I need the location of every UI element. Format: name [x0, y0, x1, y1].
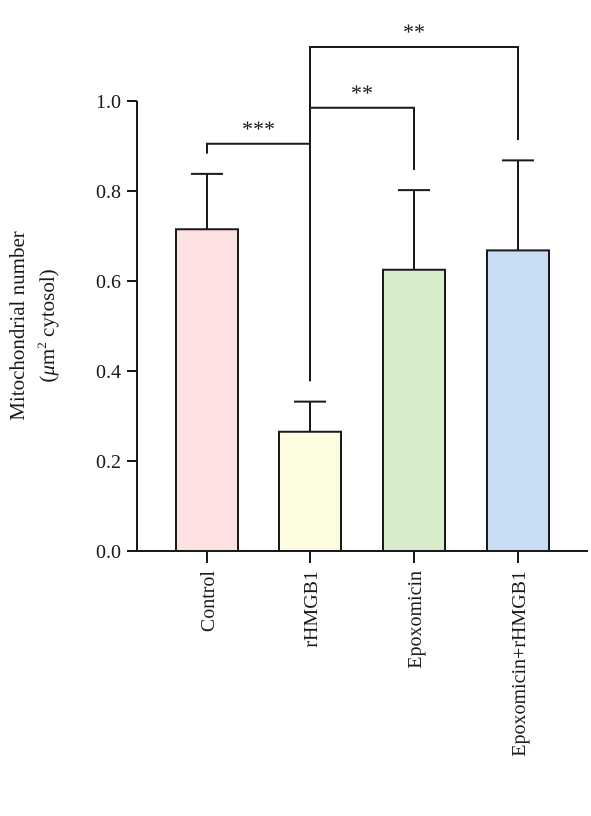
bar-epoxomicin-rhmgb1 — [486, 249, 550, 552]
error-bars-group — [191, 159, 534, 432]
axes-group — [136, 101, 588, 552]
bracket-line — [206, 142, 311, 382]
bracket-line — [309, 46, 519, 141]
y-ticks-group: 0.0 0.2 0.4 0.6 0.8 1.0 — [96, 91, 137, 563]
error-bar-0 — [191, 172, 223, 230]
y-axis-title-line1: Mitochondrial number — [5, 231, 29, 421]
y-axis-title-line2: (μm2 cytosol) — [34, 269, 59, 382]
y-axis-title-rest: cytosol) — [35, 269, 59, 342]
error-bar-2 — [398, 189, 430, 270]
y-tick-label: 0.0 — [96, 541, 121, 563]
y-axis-title-mu: μ — [35, 365, 59, 377]
y-tick-label: 0.4 — [96, 361, 121, 383]
y-axis-title-sup: 2 — [34, 342, 49, 349]
significance-bracket-2: ** — [309, 19, 519, 141]
y-tick-label: 0.8 — [96, 181, 121, 203]
bar-control — [175, 228, 239, 552]
y-axis-title-m: m — [35, 349, 59, 365]
significance-bracket-1: ** — [309, 80, 415, 170]
bar-epoxomicin — [382, 268, 446, 552]
x-category-label: Epoxomicin+rHMGB1 — [508, 571, 530, 757]
error-bar-3 — [502, 159, 534, 251]
x-category-label: rHMGB1 — [300, 571, 322, 648]
y-tick-label: 0.2 — [96, 451, 121, 473]
y-tick-label: 0.6 — [96, 271, 121, 293]
error-bar-1 — [294, 400, 326, 432]
y-tick-label: 1.0 — [96, 91, 121, 113]
y-axis-title-paren-open: ( — [35, 376, 59, 383]
significance-label: *** — [242, 116, 275, 141]
significance-bracket-0: *** — [206, 116, 311, 382]
x-category-label: Epoxomicin — [404, 571, 426, 669]
y-axis-title: Mitochondrial number (μm2 cytosol) — [5, 231, 59, 421]
significance-group: ******* — [206, 19, 519, 382]
x-category-label: Control — [197, 571, 219, 633]
x-labels-group: Control rHMGB1 Epoxomicin Epoxomicin+rHMGB1 — [197, 551, 530, 757]
significance-label: ** — [351, 80, 373, 105]
bracket-line — [309, 106, 415, 170]
bar-rhmgb1 — [278, 430, 342, 552]
significance-label: ** — [403, 19, 425, 44]
bars-group — [175, 228, 550, 552]
